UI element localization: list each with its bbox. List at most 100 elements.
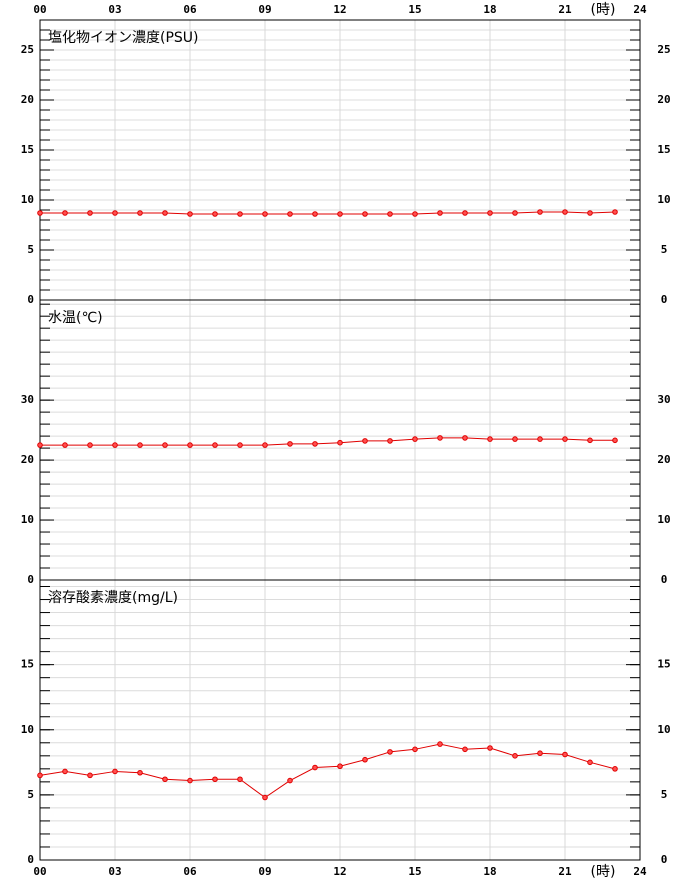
data-point	[337, 211, 343, 217]
x-unit: (時)	[591, 2, 616, 18]
data-point	[37, 210, 43, 216]
y-tick-label: 10	[657, 193, 670, 206]
y-tick-label: 20	[21, 453, 34, 466]
data-point	[62, 768, 68, 775]
y-tick-label: 5	[661, 243, 668, 256]
data-point	[237, 776, 243, 783]
x-tick-label: 06	[183, 3, 197, 16]
y-tick-label: 10	[21, 513, 34, 526]
data-point	[437, 435, 443, 441]
data-point	[37, 442, 43, 448]
data-point	[287, 211, 293, 217]
data-point	[237, 211, 243, 217]
data-point	[137, 210, 143, 216]
data-point	[37, 772, 43, 779]
y-tick-label: 30	[657, 393, 670, 406]
data-point	[587, 437, 593, 444]
data-point	[362, 211, 368, 217]
y-tick-label: 20	[657, 93, 670, 106]
data-point	[612, 437, 618, 444]
y-tick-label: 15	[657, 143, 670, 156]
data-point	[437, 741, 443, 747]
y-tick-label: 25	[657, 43, 670, 56]
x-tick-label: 12	[333, 3, 346, 16]
x-unit: (時)	[591, 864, 616, 880]
data-point	[62, 442, 68, 448]
data-point	[87, 772, 93, 779]
data-point	[287, 441, 293, 447]
data-point	[162, 776, 168, 783]
data-point	[587, 210, 593, 216]
data-point	[612, 209, 618, 215]
x-tick-label: 21	[558, 3, 572, 16]
panel-border	[39, 579, 641, 861]
data-point	[212, 442, 218, 448]
data-point	[512, 210, 518, 216]
data-point	[187, 442, 193, 448]
data-point	[487, 436, 493, 442]
data-point	[562, 209, 568, 215]
y-tick-label: 20	[21, 93, 34, 106]
data-point	[362, 756, 368, 763]
data-point	[312, 764, 318, 771]
y-tick-label: 5	[27, 788, 34, 801]
data-point	[612, 766, 618, 772]
y-tick-label: 5	[661, 788, 668, 801]
series-line	[39, 743, 616, 799]
y-tick-label: 0	[661, 573, 668, 586]
data-point	[312, 441, 318, 447]
x-tick-label: 09	[258, 865, 271, 878]
data-point	[587, 759, 593, 766]
data-point	[112, 210, 118, 216]
x-tick-label: 09	[258, 3, 271, 16]
x-tick-label: 18	[483, 3, 496, 16]
data-point	[562, 751, 568, 758]
data-point	[537, 436, 543, 442]
data-point	[412, 436, 418, 442]
x-tick-label: 15	[408, 3, 421, 16]
data-point	[112, 442, 118, 448]
data-point	[537, 209, 543, 215]
y-tick-label: 20	[657, 453, 670, 466]
data-point	[187, 777, 193, 784]
data-point	[437, 210, 443, 216]
data-point	[412, 211, 418, 217]
data-point	[487, 210, 493, 216]
data-point	[87, 210, 93, 216]
data-point	[137, 769, 143, 776]
y-tick-label: 10	[657, 513, 670, 526]
y-tick-label: 5	[27, 243, 34, 256]
data-point	[462, 746, 468, 753]
y-tick-label: 15	[21, 143, 34, 156]
x-tick-label: 03	[108, 865, 121, 878]
data-point	[362, 438, 368, 444]
data-point	[412, 746, 418, 753]
y-tick-label: 15	[21, 658, 34, 671]
data-point	[487, 745, 493, 751]
data-point	[387, 211, 393, 217]
data-point	[337, 763, 343, 770]
data-point	[337, 439, 343, 446]
panel-title: 塩化物イオン濃度(PSU)	[48, 30, 199, 46]
data-point	[462, 435, 468, 441]
x-tick-label: 24	[633, 865, 647, 878]
data-point	[262, 211, 268, 217]
y-tick-label: 10	[21, 193, 34, 206]
data-point	[62, 210, 68, 216]
data-point	[262, 794, 268, 801]
x-tick-label: 21	[558, 865, 572, 878]
data-point	[537, 750, 543, 757]
x-tick-label: 00	[33, 3, 46, 16]
y-tick-label: 0	[661, 293, 668, 306]
data-point	[462, 210, 468, 216]
y-tick-label: 15	[657, 658, 670, 671]
x-tick-label: 12	[333, 865, 346, 878]
data-point	[137, 442, 143, 448]
data-point	[562, 436, 568, 442]
x-tick-label: 03	[108, 3, 121, 16]
data-point	[187, 211, 193, 217]
data-point	[512, 753, 518, 759]
data-point	[87, 442, 93, 448]
data-point	[387, 438, 393, 444]
data-point	[162, 442, 168, 448]
